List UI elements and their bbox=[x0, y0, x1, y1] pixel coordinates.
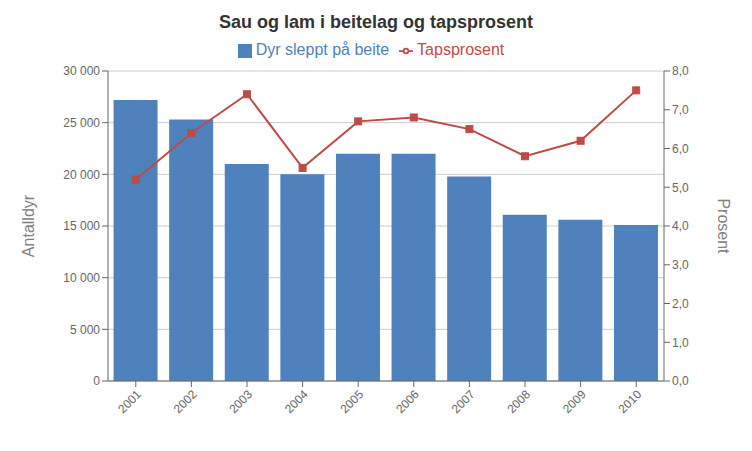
svg-text:2001: 2001 bbox=[115, 387, 144, 416]
svg-text:7,0: 7,0 bbox=[672, 103, 689, 117]
svg-text:6,0: 6,0 bbox=[672, 142, 689, 156]
svg-text:2009: 2009 bbox=[560, 387, 589, 416]
svg-text:30 000: 30 000 bbox=[63, 64, 100, 78]
svg-text:2002: 2002 bbox=[171, 387, 200, 416]
svg-text:20 000: 20 000 bbox=[63, 168, 100, 182]
svg-text:15 000: 15 000 bbox=[63, 219, 100, 233]
html-text:Dyr sleppt på beite: Dyr sleppt på beite bbox=[255, 41, 390, 58]
svg-text:5,0: 5,0 bbox=[672, 181, 689, 195]
svg-text:3,0: 3,0 bbox=[672, 258, 689, 272]
svg-text:2,0: 2,0 bbox=[672, 297, 689, 311]
svg-text:25 000: 25 000 bbox=[63, 116, 100, 130]
svg-text:2003: 2003 bbox=[226, 387, 255, 416]
svg-text:2010: 2010 bbox=[616, 387, 645, 416]
svg-text:1,0: 1,0 bbox=[672, 336, 689, 350]
html-text:Tapsprosent: Tapsprosent bbox=[417, 41, 505, 58]
svg-text:2007: 2007 bbox=[449, 387, 478, 416]
html-text:Sau og lam i beitelag og tapsp: Sau og lam i beitelag og tapsprosent bbox=[219, 12, 533, 32]
svg-text:5 000: 5 000 bbox=[70, 323, 100, 337]
svg-text:10 000: 10 000 bbox=[63, 271, 100, 285]
svg-text:2008: 2008 bbox=[504, 387, 533, 416]
svg-text:8,0: 8,0 bbox=[672, 64, 689, 78]
svg-text:2006: 2006 bbox=[393, 387, 422, 416]
svg-text:Antalldyr: Antalldyr bbox=[20, 194, 37, 257]
svg-text:Prosent: Prosent bbox=[715, 198, 732, 254]
svg-text:4,0: 4,0 bbox=[672, 219, 689, 233]
svg-text:2005: 2005 bbox=[338, 387, 367, 416]
svg-text:0: 0 bbox=[93, 374, 100, 388]
svg-text:0,0: 0,0 bbox=[672, 374, 689, 388]
svg-text:2004: 2004 bbox=[282, 387, 311, 416]
